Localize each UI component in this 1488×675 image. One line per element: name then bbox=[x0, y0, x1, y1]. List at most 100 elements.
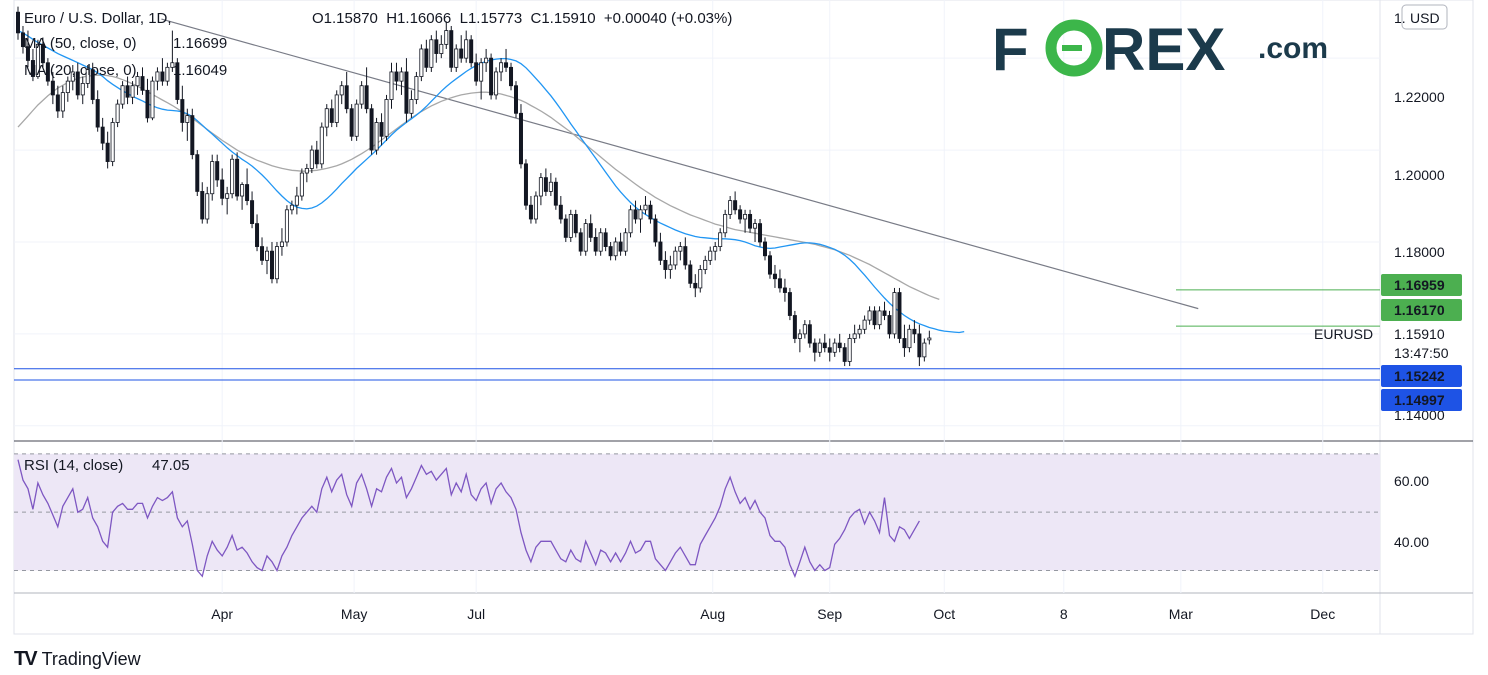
candle-body-169 bbox=[857, 328, 862, 335]
candle-body-156 bbox=[792, 315, 797, 339]
candle-174 bbox=[882, 301, 887, 321]
candle-107 bbox=[548, 173, 553, 197]
candle-12 bbox=[75, 62, 80, 100]
candle-47 bbox=[250, 191, 255, 229]
candle-body-151 bbox=[767, 255, 772, 275]
candle-150 bbox=[763, 237, 768, 261]
candle-body-126 bbox=[643, 204, 648, 211]
candle-body-49 bbox=[260, 246, 265, 261]
candle-body-92 bbox=[474, 62, 479, 82]
candle-94 bbox=[484, 48, 489, 72]
candle-57 bbox=[299, 168, 304, 201]
candle-160 bbox=[812, 338, 817, 362]
candle-body-114 bbox=[583, 223, 588, 252]
candle-161 bbox=[817, 338, 822, 357]
candle-body-0 bbox=[15, 11, 20, 34]
candle-30 bbox=[165, 62, 170, 86]
tradingview-brand[interactable]: TV TradingView bbox=[14, 648, 141, 671]
candle-body-2 bbox=[25, 46, 30, 61]
candle-146 bbox=[743, 209, 748, 233]
candle-1 bbox=[20, 25, 25, 54]
candle-body-13 bbox=[80, 83, 85, 96]
logo-o-coin-icon bbox=[1045, 19, 1103, 77]
candle-122 bbox=[623, 228, 628, 256]
candle-116 bbox=[593, 228, 598, 256]
candle-body-28 bbox=[155, 71, 160, 82]
ma20-label[interactable]: MA (20, close, 0) bbox=[24, 62, 137, 79]
candle-body-102 bbox=[523, 163, 528, 206]
candle-99 bbox=[509, 62, 514, 91]
rsi-pane bbox=[14, 453, 1380, 579]
candle-body-50 bbox=[264, 250, 269, 261]
candle-158 bbox=[802, 320, 807, 339]
candle-46 bbox=[245, 168, 250, 206]
currency-badge[interactable] bbox=[1401, 4, 1448, 30]
candle-36 bbox=[195, 150, 200, 197]
candle-178 bbox=[902, 324, 907, 357]
horizontal-levels[interactable] bbox=[14, 289, 1380, 381]
candle-53 bbox=[279, 228, 284, 256]
last-price-label: 1.15910 bbox=[1394, 326, 1445, 342]
candle-176 bbox=[892, 287, 897, 339]
candle-0 bbox=[15, 6, 20, 40]
level-low2-label: 1.14997 bbox=[1394, 392, 1445, 408]
candle-body-32 bbox=[175, 62, 180, 100]
candle-177 bbox=[897, 287, 902, 344]
candle-142 bbox=[723, 209, 728, 238]
candle-77 bbox=[399, 67, 404, 95]
candle-168 bbox=[852, 324, 857, 344]
rsi-axis-60: 60.00 bbox=[1394, 473, 1429, 489]
candle-body-9 bbox=[60, 92, 65, 112]
time-label-aug: Aug bbox=[700, 606, 725, 622]
candle-4 bbox=[35, 39, 40, 79]
candle-body-125 bbox=[638, 209, 643, 220]
forex-logo: F REX .com bbox=[992, 16, 1328, 83]
candle-body-73 bbox=[379, 122, 384, 137]
candle-151 bbox=[767, 251, 772, 279]
candle-body-61 bbox=[319, 126, 324, 165]
symbol-title[interactable]: Euro / U.S. Dollar, 1D, bbox=[24, 10, 172, 27]
candle-62 bbox=[324, 104, 329, 137]
candle-body-90 bbox=[464, 39, 469, 59]
candle-body-143 bbox=[728, 200, 733, 215]
ma50-label[interactable]: MA (50, close, 0) bbox=[24, 35, 137, 52]
candle-body-109 bbox=[558, 204, 563, 220]
level-mid-tag bbox=[1381, 299, 1462, 321]
candle-152 bbox=[772, 264, 777, 288]
candle-body-107 bbox=[548, 181, 553, 192]
candle-body-69 bbox=[359, 85, 364, 105]
candle-body-179 bbox=[907, 328, 912, 349]
candle-164 bbox=[832, 338, 837, 357]
candle-body-88 bbox=[454, 48, 459, 68]
logo-rex: REX bbox=[1102, 16, 1225, 83]
trendline[interactable] bbox=[161, 18, 1199, 310]
candle-body-97 bbox=[499, 62, 504, 73]
candle-body-36 bbox=[195, 154, 200, 192]
candle-body-127 bbox=[648, 204, 653, 220]
candle-61 bbox=[319, 122, 324, 169]
candle-body-89 bbox=[459, 48, 464, 59]
candle-body-141 bbox=[718, 232, 723, 247]
candle-body-118 bbox=[603, 232, 608, 247]
candle-98 bbox=[504, 48, 509, 72]
candle-63 bbox=[329, 99, 334, 128]
time-label-sep: Sep bbox=[817, 606, 842, 622]
candle-86 bbox=[444, 21, 449, 49]
candle-18 bbox=[105, 131, 110, 169]
candle-body-63 bbox=[329, 108, 334, 123]
candle-body-105 bbox=[538, 177, 543, 197]
rsi-label[interactable]: RSI (14, close) bbox=[24, 457, 123, 474]
candle-135 bbox=[688, 260, 693, 288]
candle-105 bbox=[538, 173, 543, 206]
candle-113 bbox=[578, 228, 583, 256]
ticker-label: EURUSD bbox=[1314, 326, 1373, 342]
candle-body-27 bbox=[150, 80, 155, 119]
candle-body-91 bbox=[469, 39, 474, 64]
candle-159 bbox=[807, 320, 812, 348]
candle-body-135 bbox=[688, 264, 693, 284]
candle-body-86 bbox=[444, 30, 449, 45]
candle-body-116 bbox=[593, 236, 598, 252]
candle-21 bbox=[120, 81, 125, 109]
candle-93 bbox=[479, 58, 484, 100]
